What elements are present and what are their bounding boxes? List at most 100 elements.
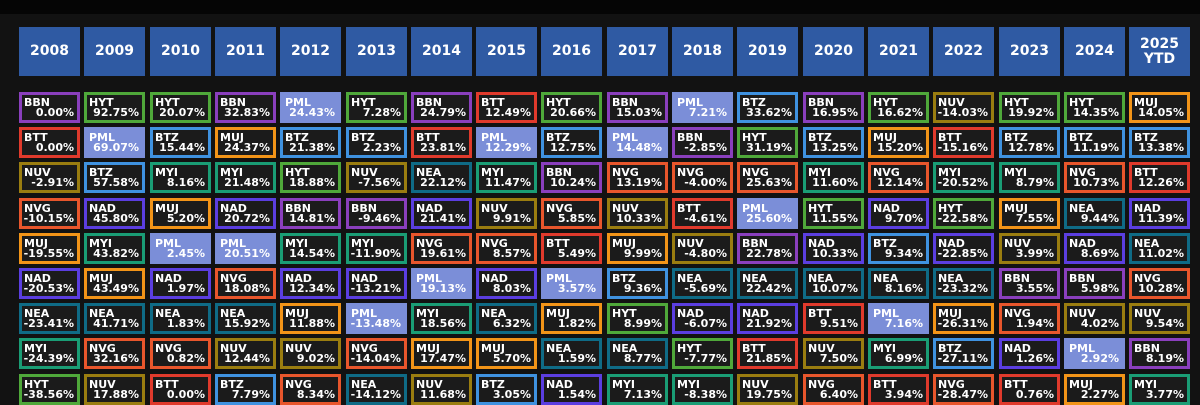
return-value: 21.85% bbox=[746, 352, 792, 365]
return-value: -5.69% bbox=[684, 282, 727, 295]
ticker-label: BTT bbox=[481, 96, 505, 109]
return-cell: NEA 22.42% bbox=[737, 268, 798, 299]
ticker-label: PML bbox=[285, 96, 312, 109]
return-value: 11.68% bbox=[420, 388, 466, 401]
return-value: 17.88% bbox=[93, 388, 139, 401]
ticker-label: BTZ bbox=[546, 131, 570, 144]
return-cell: NUV 9.02% bbox=[280, 338, 341, 369]
year-header: 2008 bbox=[19, 27, 80, 76]
return-cell: BBN 16.95% bbox=[803, 92, 864, 123]
ticker-label: NAD bbox=[481, 272, 508, 285]
return-cell: NAD 21.41% bbox=[411, 198, 472, 229]
ticker-label: NEA bbox=[873, 272, 899, 285]
return-cell: HYT 31.19% bbox=[737, 127, 798, 158]
return-value: 1.59% bbox=[557, 352, 596, 365]
return-value: 3.57% bbox=[557, 282, 596, 295]
return-value: 2.92% bbox=[1080, 352, 1119, 365]
ticker-label: MUJ bbox=[481, 342, 505, 355]
ticker-label: MYI bbox=[220, 166, 244, 179]
return-value: -15.16% bbox=[937, 141, 988, 154]
ticker-label: MUJ bbox=[1069, 378, 1093, 391]
return-cell: NUV 4.02% bbox=[1064, 303, 1125, 334]
ticker-label: NAD bbox=[155, 272, 182, 285]
return-cell: BBN 5.98% bbox=[1064, 268, 1125, 299]
return-value: -24.39% bbox=[23, 352, 74, 365]
ticker-label: NVG bbox=[1004, 307, 1031, 320]
return-cell: NEA 8.77% bbox=[607, 338, 668, 369]
ticker-label: HYT bbox=[1004, 96, 1029, 109]
ticker-label: NEA bbox=[481, 307, 507, 320]
ticker-label: NUV bbox=[24, 166, 51, 179]
return-value: 12.14% bbox=[877, 176, 923, 189]
year-header: 2018 bbox=[672, 27, 733, 76]
return-value: 20.51% bbox=[224, 247, 270, 260]
return-cell: MYI -20.52% bbox=[933, 162, 994, 193]
ticker-label: BTT bbox=[938, 131, 962, 144]
return-cell: NVG 8.57% bbox=[476, 233, 537, 264]
return-cell: BTZ -27.11% bbox=[933, 338, 994, 369]
ticker-label: BTZ bbox=[285, 131, 309, 144]
ticker-label: NVG bbox=[546, 202, 573, 215]
ticker-label: BTT bbox=[416, 131, 440, 144]
ticker-label: BBN bbox=[285, 202, 311, 215]
return-value: 11.47% bbox=[485, 176, 531, 189]
ticker-label: NUV bbox=[677, 237, 704, 250]
return-cell: BTT 12.49% bbox=[476, 92, 537, 123]
return-cell: BTT 12.26% bbox=[1129, 162, 1190, 193]
return-value: 8.57% bbox=[492, 247, 531, 260]
return-value: 11.02% bbox=[1138, 247, 1184, 260]
return-value: -38.56% bbox=[23, 388, 74, 401]
return-value: 57.58% bbox=[93, 176, 139, 189]
return-cell: MUJ 11.88% bbox=[280, 303, 341, 334]
return-cell: MUJ -26.31% bbox=[933, 303, 994, 334]
return-value: 2.27% bbox=[1080, 388, 1119, 401]
return-cell: NUV -2.91% bbox=[19, 162, 80, 193]
ticker-label: NVG bbox=[89, 342, 116, 355]
return-value: 41.71% bbox=[93, 317, 139, 330]
year-header: 2009 bbox=[84, 27, 145, 76]
return-value: 10.07% bbox=[812, 282, 858, 295]
return-value: 92.75% bbox=[93, 106, 139, 119]
ticker-label: HYT bbox=[873, 96, 898, 109]
ticker-label: MYI bbox=[1004, 166, 1028, 179]
return-cell: MUJ 17.47% bbox=[411, 338, 472, 369]
return-cell: PML 7.21% bbox=[672, 92, 733, 123]
ticker-label: NVG bbox=[155, 342, 182, 355]
ticker-label: NVG bbox=[24, 202, 51, 215]
ticker-label: BTZ bbox=[220, 378, 244, 391]
ticker-label: NAD bbox=[938, 237, 965, 250]
return-cell: BTZ 33.62% bbox=[737, 92, 798, 123]
return-cell: MYI 8.16% bbox=[150, 162, 211, 193]
return-value: 11.19% bbox=[1073, 141, 1119, 154]
return-value: -9.46% bbox=[358, 212, 401, 225]
ticker-label: NAD bbox=[742, 307, 769, 320]
ticker-label: NVG bbox=[1134, 272, 1161, 285]
return-cell: NAD -13.21% bbox=[346, 268, 407, 299]
return-cell: MYI 43.82% bbox=[84, 233, 145, 264]
return-cell: BTZ 13.25% bbox=[803, 127, 864, 158]
return-value: 12.26% bbox=[1138, 176, 1184, 189]
return-cell: NAD -22.85% bbox=[933, 233, 994, 264]
return-value: 24.79% bbox=[420, 106, 466, 119]
return-cell: NVG 19.61% bbox=[411, 233, 472, 264]
ticker-label: NAD bbox=[677, 307, 704, 320]
return-cell: BTZ 15.44% bbox=[150, 127, 211, 158]
return-cell: NEA -23.32% bbox=[933, 268, 994, 299]
return-value: 13.25% bbox=[812, 141, 858, 154]
ticker-label: MUJ bbox=[416, 342, 440, 355]
return-cell: BTT 3.94% bbox=[868, 374, 929, 405]
return-value: 5.70% bbox=[492, 352, 531, 365]
year-header: 2014 bbox=[411, 27, 472, 76]
return-value: 21.41% bbox=[420, 212, 466, 225]
ticker-label: MUJ bbox=[155, 202, 179, 215]
ticker-label: MUJ bbox=[873, 131, 897, 144]
return-value: 4.02% bbox=[1080, 317, 1119, 330]
ticker-label: MYI bbox=[285, 237, 309, 250]
return-cell: PML 69.07% bbox=[84, 127, 145, 158]
return-value: 12.75% bbox=[550, 141, 596, 154]
ticker-label: HYT bbox=[808, 202, 833, 215]
year-header: 2013 bbox=[346, 27, 407, 76]
return-value: 5.98% bbox=[1080, 282, 1119, 295]
return-cell: MYI 6.99% bbox=[868, 338, 929, 369]
return-cell: BBN -9.46% bbox=[346, 198, 407, 229]
